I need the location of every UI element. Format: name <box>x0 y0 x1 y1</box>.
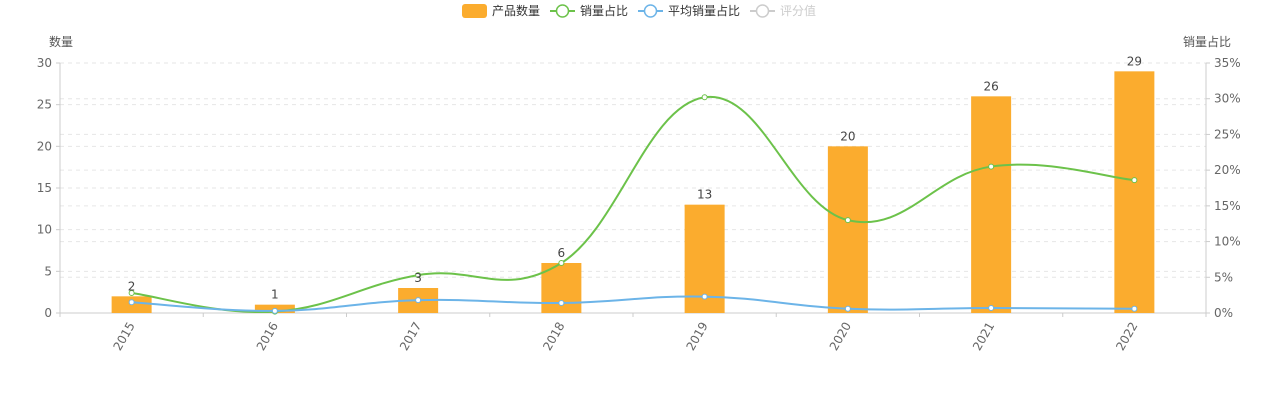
y-right-tick-label: 10% <box>1214 235 1241 249</box>
point-平均销量占比 <box>988 305 995 311</box>
y-left-tick-label: 5 <box>44 264 52 278</box>
x-tick-label: 2022 <box>1113 320 1140 353</box>
legend-swatch-marker <box>643 4 658 18</box>
line-series <box>128 94 1138 315</box>
x-tick-label: 2016 <box>254 320 281 353</box>
x-tick-label: 2017 <box>397 320 424 353</box>
y-right-tick-label: 5% <box>1214 270 1233 284</box>
bar-2020 <box>827 146 868 313</box>
point-平均销量占比 <box>271 307 278 314</box>
bar-value-label: 29 <box>1127 54 1142 68</box>
grid-lines <box>60 62 1206 278</box>
line-销量占比 <box>131 96 1135 314</box>
point-销量占比 <box>701 94 708 101</box>
point-销量占比 <box>1131 177 1138 184</box>
legend: 产品数量 销量占比 平均销量占比 评分值 <box>461 3 816 18</box>
y-right-tick-label: 20% <box>1214 163 1241 177</box>
y-right-tick-label: 0% <box>1214 306 1233 320</box>
x-tick-label: 2015 <box>110 320 137 353</box>
bar-2022 <box>1114 71 1155 313</box>
y-left-axis-title: 数量 <box>49 34 73 49</box>
point-平均销量占比 <box>844 305 851 312</box>
y-left-tick-label: 30 <box>37 56 52 70</box>
x-tick-label: 2019 <box>683 320 710 353</box>
y-right-tick-label: 35% <box>1214 56 1241 70</box>
y-left-tick-label: 15 <box>37 181 52 195</box>
x-tick-label: 2018 <box>540 320 567 353</box>
bar-series <box>111 71 1155 313</box>
point-销量占比 <box>128 290 135 296</box>
y-left-tick-label: 0 <box>44 306 52 320</box>
bar-value-label: 3 <box>414 271 422 285</box>
x-tick-label: 2021 <box>970 320 997 353</box>
point-销量占比 <box>844 217 851 224</box>
bar-2021 <box>971 96 1012 313</box>
y-right-axis-title: 销量占比 <box>1183 34 1231 49</box>
point-平均销量占比 <box>558 300 565 306</box>
point-平均销量占比 <box>415 297 422 304</box>
legend-label: 评分值 <box>780 3 816 18</box>
bar-value-label: 20 <box>840 129 855 143</box>
point-平均销量占比 <box>701 293 708 300</box>
point-平均销量占比 <box>128 299 135 306</box>
y-left-tick-label: 10 <box>37 223 52 237</box>
point-销量占比 <box>558 260 565 266</box>
bar-value-label: 6 <box>558 246 566 260</box>
line-平均销量占比 <box>131 295 1135 312</box>
y-left-tick-label: 20 <box>37 139 52 153</box>
legend-swatch-marker <box>555 4 570 18</box>
bar-value-label: 1 <box>271 288 279 302</box>
y-right-tick-label: 30% <box>1214 92 1241 106</box>
legend-swatch-marker <box>755 4 770 18</box>
legend-label: 销量占比 <box>580 3 628 18</box>
legend-swatch-bar <box>461 4 487 18</box>
bar-value-label: 26 <box>983 79 998 93</box>
y-left-tick-label: 25 <box>37 98 52 112</box>
y-right-tick-label: 15% <box>1214 199 1241 213</box>
legend-label: 平均销量占比 <box>668 3 740 18</box>
bar-value-label: 2 <box>128 279 136 293</box>
legend-label: 产品数量 <box>492 3 540 18</box>
point-销量占比 <box>988 163 995 170</box>
y-right-tick-label: 25% <box>1214 127 1241 141</box>
bar-value-label: 13 <box>697 188 712 202</box>
point-销量占比 <box>415 272 422 279</box>
point-平均销量占比 <box>1131 305 1138 312</box>
x-tick-label: 2020 <box>827 320 854 353</box>
axes: 数量 销量占比 0 5 10 15 20 25 30 0% 5% 10% 15% 20% 25% 30% 3… <box>37 34 1241 353</box>
